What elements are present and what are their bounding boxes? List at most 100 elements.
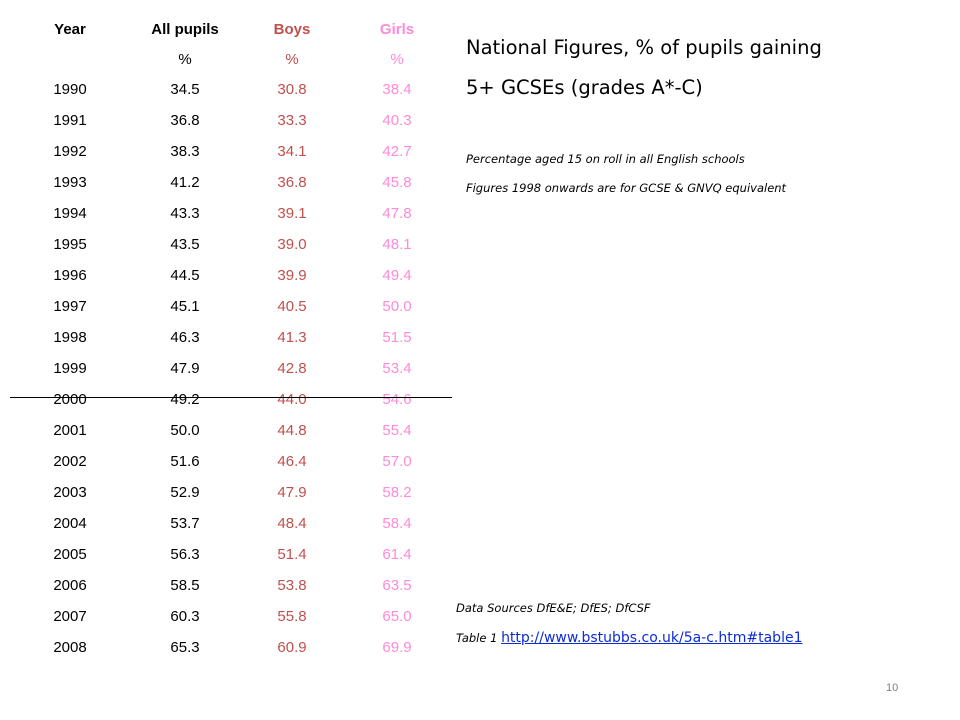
cell-year: 2006: [53, 577, 87, 594]
slide-title: National Figures, % of pupils gaining 5+…: [466, 28, 822, 108]
cell-all-pupils: 46.3: [170, 329, 200, 346]
table-row: 1990 34.5 30.8 38.4: [10, 74, 450, 105]
cell-boys: 55.8: [277, 608, 307, 625]
cell-year: 1990: [53, 81, 87, 98]
cell-boys: 60.9: [277, 639, 307, 656]
cell-all-pupils: 45.1: [170, 298, 200, 315]
table-row: 1998 46.3 41.3 51.5: [10, 322, 450, 353]
cell-year: 1993: [53, 174, 87, 191]
cell-girls: 65.0: [382, 608, 412, 625]
cell-all-pupils: 60.3: [170, 608, 200, 625]
cell-year: 2007: [53, 608, 87, 625]
data-sources: Data Sources DfE&E; DfES; DfCSF: [456, 601, 651, 615]
table-row: 1997 45.1 40.5 50.0: [10, 291, 450, 322]
cell-year: 1997: [53, 298, 87, 315]
table-row: 2008 65.3 60.9 69.9: [10, 632, 450, 663]
cell-boys: 33.3: [277, 112, 307, 129]
cell-all-pupils: 47.9: [170, 360, 200, 377]
cell-boys: 44.8: [277, 422, 307, 439]
cell-all-pupils: 56.3: [170, 546, 200, 563]
title-line-2: 5+ GCSEs (grades A*-C): [466, 76, 703, 99]
cell-girls: 51.5: [382, 329, 412, 346]
header-year: Year: [54, 20, 86, 38]
cell-boys: 30.8: [277, 81, 307, 98]
page-number: 10: [886, 682, 899, 694]
header-all-pupils: All pupils: [151, 20, 219, 38]
unit-girls: %: [390, 50, 404, 68]
table-row: 1995 43.5 39.0 48.1: [10, 229, 450, 260]
cell-girls: 58.2: [382, 484, 412, 501]
table-reference: Table 1 http://www.bstubbs.co.uk/5a-c.ht…: [456, 630, 802, 646]
cell-all-pupils: 65.3: [170, 639, 200, 656]
cell-boys: 39.0: [277, 236, 307, 253]
table-header-row: Year All pupils Boys Girls: [10, 14, 450, 44]
cell-all-pupils: 43.3: [170, 205, 200, 222]
cell-year: 1994: [53, 205, 87, 222]
cell-girls: 47.8: [382, 205, 412, 222]
header-girls: Girls: [379, 20, 415, 38]
gcse-results-table: Year All pupils Boys Girls % % % 1990 34.…: [10, 14, 450, 663]
cell-girls: 40.3: [382, 112, 412, 129]
cell-boys: 48.4: [277, 515, 307, 532]
cell-boys: 36.8: [277, 174, 307, 191]
table-row: 2003 52.9 47.9 58.2: [10, 477, 450, 508]
cell-girls: 57.0: [382, 453, 412, 470]
table-row: 2007 60.3 55.8 65.0: [10, 601, 450, 632]
cell-all-pupils: 38.3: [170, 143, 200, 160]
cell-girls: 61.4: [382, 546, 412, 563]
table-row: 1996 44.5 39.9 49.4: [10, 260, 450, 291]
cell-boys: 47.9: [277, 484, 307, 501]
cell-all-pupils: 58.5: [170, 577, 200, 594]
cell-year: 1992: [53, 143, 87, 160]
cell-year: 2001: [53, 422, 87, 439]
source-link[interactable]: http://www.bstubbs.co.uk/5a-c.htm#table1: [501, 630, 803, 646]
cell-boys: 34.1: [277, 143, 307, 160]
table-body: 1990 34.5 30.8 38.4 1991 36.8 33.3 40.3 1992 38.3…: [10, 74, 450, 663]
cell-all-pupils: 50.0: [170, 422, 200, 439]
cell-year: 1999: [53, 360, 87, 377]
cell-girls: 45.8: [382, 174, 412, 191]
cell-year: 1995: [53, 236, 87, 253]
cell-year: 2008: [53, 639, 87, 656]
cell-boys: 39.9: [277, 267, 307, 284]
cell-girls: 54.6: [382, 391, 412, 408]
cell-boys: 53.8: [277, 577, 307, 594]
cell-girls: 69.9: [382, 639, 412, 656]
cell-all-pupils: 41.2: [170, 174, 200, 191]
table-row: 2001 50.0 44.8 55.4: [10, 415, 450, 446]
cell-year: 2000: [53, 391, 87, 408]
cell-year: 2002: [53, 453, 87, 470]
cell-year: 1996: [53, 267, 87, 284]
cell-all-pupils: 43.5: [170, 236, 200, 253]
cell-year: 2003: [53, 484, 87, 501]
cell-year: 2005: [53, 546, 87, 563]
cell-year: 2004: [53, 515, 87, 532]
cell-all-pupils: 51.6: [170, 453, 200, 470]
cell-year: 1998: [53, 329, 87, 346]
table-reference-label: Table 1: [456, 631, 502, 645]
header-boys: Boys: [273, 20, 311, 38]
cell-boys: 40.5: [277, 298, 307, 315]
cell-girls: 42.7: [382, 143, 412, 160]
cell-all-pupils: 52.9: [170, 484, 200, 501]
cell-girls: 50.0: [382, 298, 412, 315]
cell-all-pupils: 49.2: [170, 391, 200, 408]
cell-boys: 39.1: [277, 205, 307, 222]
cell-boys: 44.0: [277, 391, 307, 408]
cell-all-pupils: 53.7: [170, 515, 200, 532]
table-divider-line: [10, 397, 452, 398]
table-row: 2006 58.5 53.8 63.5: [10, 570, 450, 601]
cell-all-pupils: 36.8: [170, 112, 200, 129]
cell-boys: 42.8: [277, 360, 307, 377]
table-row: 2002 51.6 46.4 57.0: [10, 446, 450, 477]
table-row: 2005 56.3 51.4 61.4: [10, 539, 450, 570]
unit-all-pupils: %: [178, 50, 192, 68]
unit-boys: %: [285, 50, 299, 68]
cell-girls: 58.4: [382, 515, 412, 532]
cell-boys: 46.4: [277, 453, 307, 470]
cell-boys: 41.3: [277, 329, 307, 346]
table-row: 2000 49.2 44.0 54.6: [10, 384, 450, 415]
table-row: 1999 47.9 42.8 53.4: [10, 353, 450, 384]
title-line-1: National Figures, % of pupils gaining: [466, 36, 822, 59]
table-row: 1993 41.2 36.8 45.8: [10, 167, 450, 198]
